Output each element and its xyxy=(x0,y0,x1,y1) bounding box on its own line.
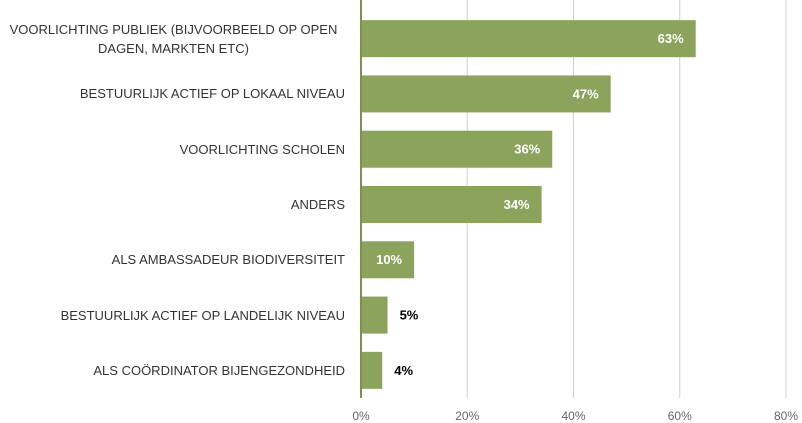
x-tick-label: 20% xyxy=(455,409,479,423)
category-label: VOORLICHTING SCHOLEN xyxy=(179,141,345,157)
category-label-box: BESTUURLIJK ACTIEF OP LANDELIJK NIVEAU xyxy=(2,290,345,340)
category-label: ALS AMBASSADEUR BIODIVERSITEIT xyxy=(111,252,345,268)
category-label-box: ANDERS xyxy=(2,180,345,230)
data-label: 63% xyxy=(658,31,684,46)
category-label: ALS COÖRDINATOR BIJENGEZONDHEID xyxy=(93,362,345,378)
data-label: 10% xyxy=(376,252,402,267)
category-label: VOORLICHTING PUBLIEK (BIJVOORBEELD OP OP… xyxy=(9,21,338,56)
bar xyxy=(361,20,696,58)
bar xyxy=(361,130,553,168)
category-label-box: VOORLICHTING SCHOLEN xyxy=(2,124,345,174)
bar xyxy=(361,351,383,389)
x-tick-label: 60% xyxy=(668,409,692,423)
category-label-box: ALS COÖRDINATOR BIJENGEZONDHEID xyxy=(2,345,345,395)
category-label: BESTUURLIJK ACTIEF OP LANDELIJK NIVEAU xyxy=(60,307,345,323)
data-label: 5% xyxy=(400,308,419,323)
data-label: 47% xyxy=(573,86,599,101)
bar xyxy=(361,296,388,334)
category-label: ANDERS xyxy=(290,197,345,212)
category-label-box: ALS AMBASSADEUR BIODIVERSITEIT xyxy=(2,235,345,285)
data-label: 34% xyxy=(504,197,530,212)
bar xyxy=(361,75,611,113)
bar xyxy=(361,186,542,223)
x-tick-label: 0% xyxy=(352,409,370,423)
category-label-box: BESTUURLIJK ACTIEF OP LOKAAL NIVEAU xyxy=(2,69,345,119)
x-tick-label: 80% xyxy=(774,409,798,423)
category-label: BESTUURLIJK ACTIEF OP LOKAAL NIVEAU xyxy=(79,86,345,102)
bar xyxy=(361,241,415,279)
category-label-box: VOORLICHTING PUBLIEK (BIJVOORBEELD OP OP… xyxy=(2,14,345,64)
x-tick-label: 40% xyxy=(561,409,585,423)
data-label: 36% xyxy=(514,142,540,157)
data-label: 4% xyxy=(394,363,413,378)
